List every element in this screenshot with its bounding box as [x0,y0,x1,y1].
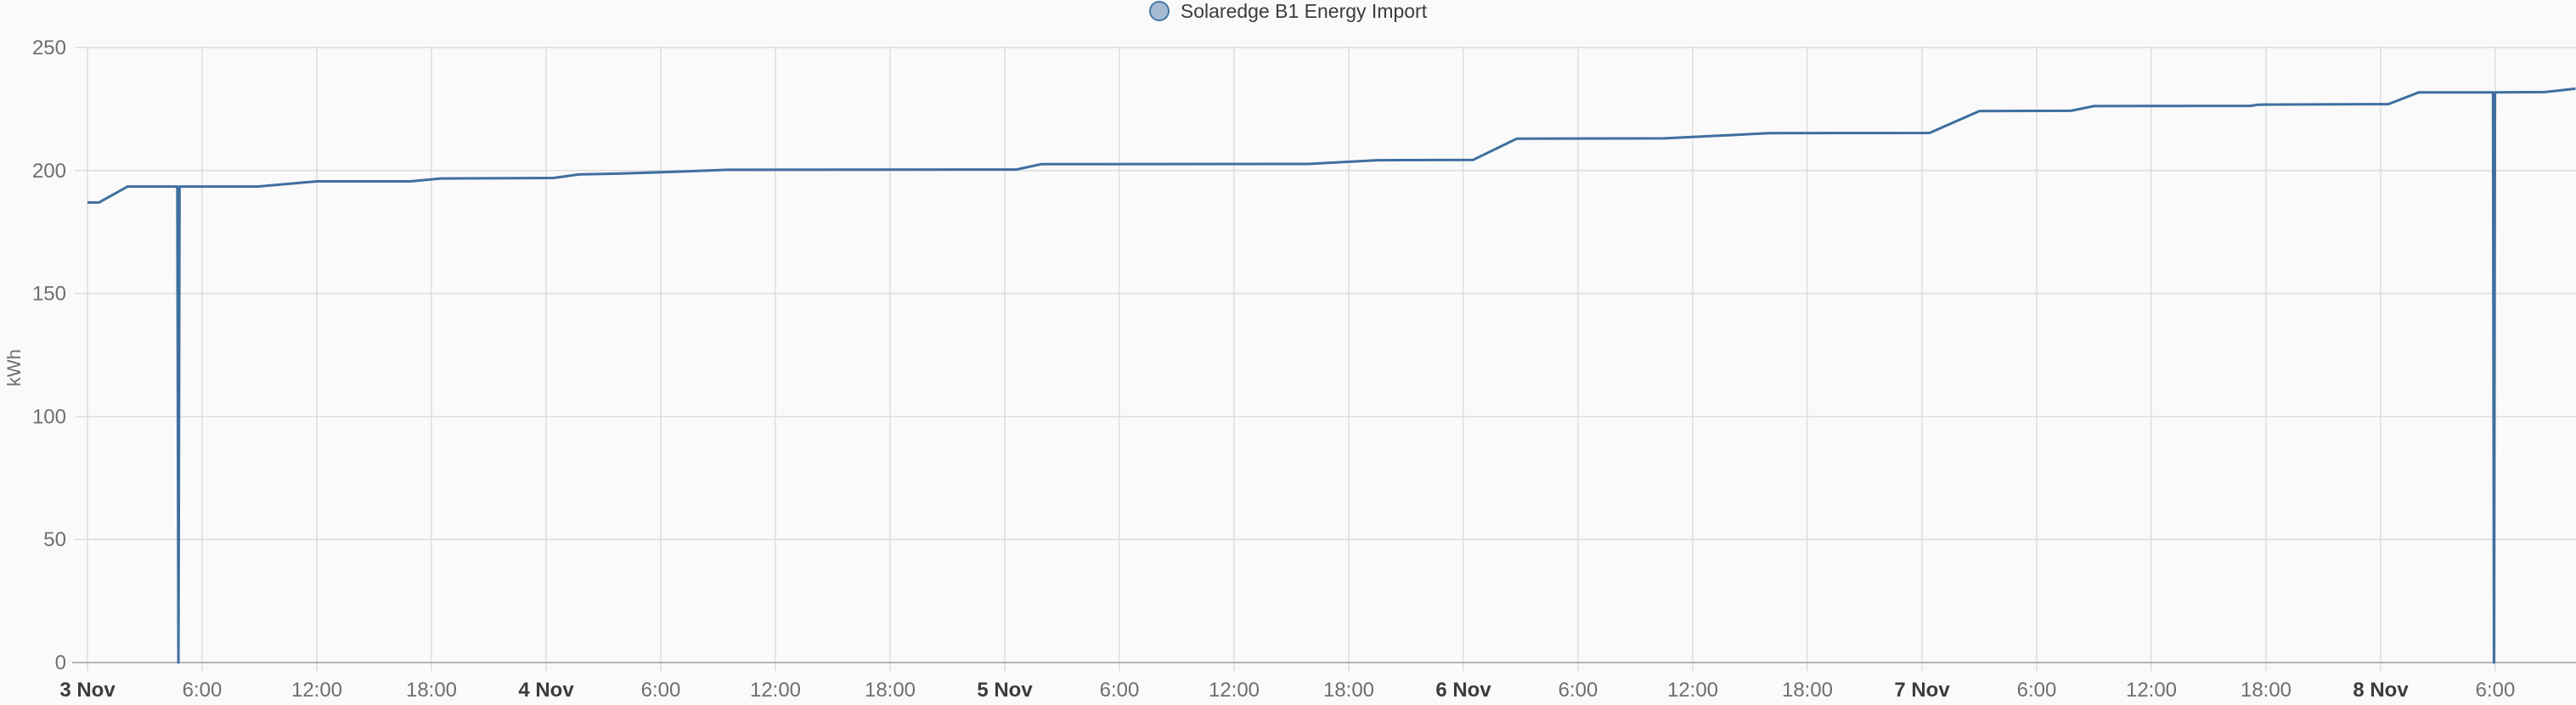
y-tick-label: 200 [32,160,66,183]
x-tick-label: 18:00 [2241,679,2291,702]
x-tick-label: 12:00 [2126,679,2177,702]
chart-legend: Solaredge B1 Energy Import [0,0,2576,23]
x-tick-label: 12:00 [1667,679,1718,702]
x-tick-label: 6:00 [2017,679,2057,702]
x-tick-label: 6:00 [641,679,681,702]
y-tick-label: 0 [55,651,66,674]
y-tick-label: 250 [32,37,66,59]
x-tick-label: 8 Nov [2353,679,2409,702]
x-tick-label: 3 Nov [59,679,116,702]
x-tick-label: 6:00 [183,679,223,702]
x-tick-label: 18:00 [406,679,457,702]
legend-item-solaredge-b1-energy-import[interactable]: Solaredge B1 Energy Import [1148,0,1428,23]
x-tick-label: 12:00 [1209,679,1260,702]
x-tick-label: 12:00 [291,679,342,702]
x-tick-label: 18:00 [1782,679,1833,702]
x-tick-label: 6 Nov [1435,679,1491,702]
x-tick-label: 7 Nov [1894,679,1950,702]
legend-circle-icon [1148,0,1170,21]
x-tick-label: 18:00 [865,679,916,702]
y-axis-unit-label: kWh [3,349,25,386]
x-tick-label: 6:00 [1100,679,1140,702]
x-tick-label: 6:00 [1559,679,1598,702]
x-tick-label: 5 Nov [977,679,1033,702]
y-tick-label: 150 [32,283,66,306]
x-tick-label: 12:00 [750,679,801,702]
x-tick-label: 4 Nov [518,679,574,702]
y-tick-label: 50 [43,528,66,551]
x-tick-label: 18:00 [1323,679,1374,702]
series-line-solaredge-b1-energy-import[interactable] [87,87,2576,664]
x-tick-label: 6:00 [2476,679,2516,702]
y-tick-label: 100 [32,405,66,428]
legend-label: Solaredge B1 Energy Import [1180,0,1428,22]
